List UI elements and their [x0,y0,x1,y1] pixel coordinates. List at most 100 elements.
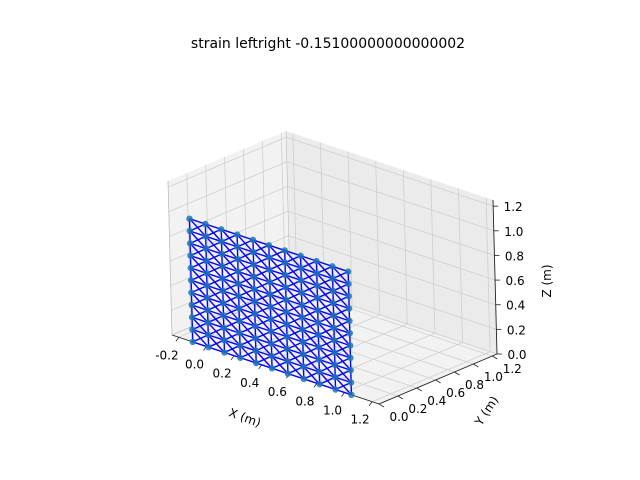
mesh-node [298,289,305,296]
grid-x-back [458,188,463,343]
mesh-edge [270,330,288,350]
mesh-edge [286,348,304,368]
mesh-edge [301,304,319,324]
mesh-node [314,307,321,314]
mesh-node [345,293,353,300]
mesh-node [265,254,273,261]
mesh-edge [284,274,303,294]
mesh-node [329,287,337,295]
y-tick-label: 0.8 [465,378,484,392]
mesh-node [282,271,289,279]
mesh-node [281,259,289,266]
z-tick-label: 1.2 [504,200,523,214]
mesh-edge [223,327,241,346]
mesh-node [251,310,259,317]
grid-x-back [402,170,408,325]
mesh-node [297,264,305,272]
mesh-node [236,342,244,349]
mesh-edge [332,278,350,297]
mesh-edge [301,316,319,336]
mesh-edge [206,285,224,304]
grid-x-back [485,197,491,352]
grid-z-back [287,186,495,256]
x-tick-mark [175,337,180,342]
y-tick-mark [378,403,385,408]
grid-z-back [287,210,496,281]
mesh-node [299,351,307,358]
mesh-node [348,391,355,398]
grid-x-floor [178,286,298,338]
mesh-node [300,375,307,383]
mesh-edge [268,244,286,264]
mesh-node [300,363,307,370]
mesh-node [219,275,226,282]
mesh-node [316,368,323,376]
mesh-edge [222,315,241,334]
mesh-node [332,386,339,393]
x-tick-label: -0.2 [155,348,178,362]
mesh-node [203,257,210,265]
mesh-node [331,337,338,344]
grid-x-back [375,160,381,315]
mesh-edge [254,300,272,320]
mesh-node [188,301,195,309]
y-tick-label: 0.2 [408,402,427,416]
mesh-edge [207,334,225,353]
mesh-node [186,215,193,222]
mesh-edge [286,323,304,343]
mesh-edge [333,339,351,359]
mesh-node [267,315,274,323]
mesh-edge [333,327,351,346]
mesh-node [347,354,354,362]
mesh-edge [269,306,288,325]
mesh-node [187,252,194,259]
x-tick-mark [258,364,263,370]
mesh-edge [284,262,302,281]
left-pane [168,131,290,335]
mesh-edge [190,292,209,311]
mesh-node [203,282,211,289]
mesh-node [249,236,257,244]
grid-z-back [289,259,497,330]
mesh-node [345,268,352,275]
mesh-node [188,314,196,321]
mesh-edge [318,346,336,366]
mesh-edge [252,251,271,271]
mesh-edge [253,276,271,295]
mesh-edge [284,249,302,269]
mesh-node [233,231,241,238]
mesh-node [284,345,291,353]
pane-edge-left [167,180,173,336]
mesh-node [330,300,337,307]
mesh-edge [331,265,350,285]
grid-z-back [286,136,494,207]
z-tick-label: 0.6 [506,274,525,288]
mesh-node [315,356,323,363]
mesh-node [283,333,291,340]
mesh-edge [238,320,257,339]
z-tick-label: 0.0 [507,348,526,362]
mesh-edge [332,290,350,310]
mesh-edge [255,350,273,369]
mesh-node [235,305,243,312]
grid-z-back [289,284,498,355]
mesh-node [234,268,242,275]
tick-labels: -0.20.00.20.40.60.81.01.2 0.00.20.40.60.8… [155,200,526,427]
mesh-edge [318,371,337,390]
x-axis-label: X (m) [227,406,263,430]
x-tick-label: 1.0 [323,404,342,418]
mesh-node [266,278,274,286]
z-tick-label: 0.8 [505,249,524,263]
mesh-edge [317,334,336,354]
mesh-edge [239,332,257,352]
mesh-edge [271,355,289,375]
mesh-node [332,373,339,381]
mesh-edge [191,304,209,324]
mesh-edge [287,360,305,380]
mesh-edge [191,329,210,348]
mesh-edge [270,343,289,362]
mesh-node [313,270,320,277]
mesh-edge [220,228,238,248]
mesh-edge [205,248,223,267]
mesh-node [252,347,260,354]
